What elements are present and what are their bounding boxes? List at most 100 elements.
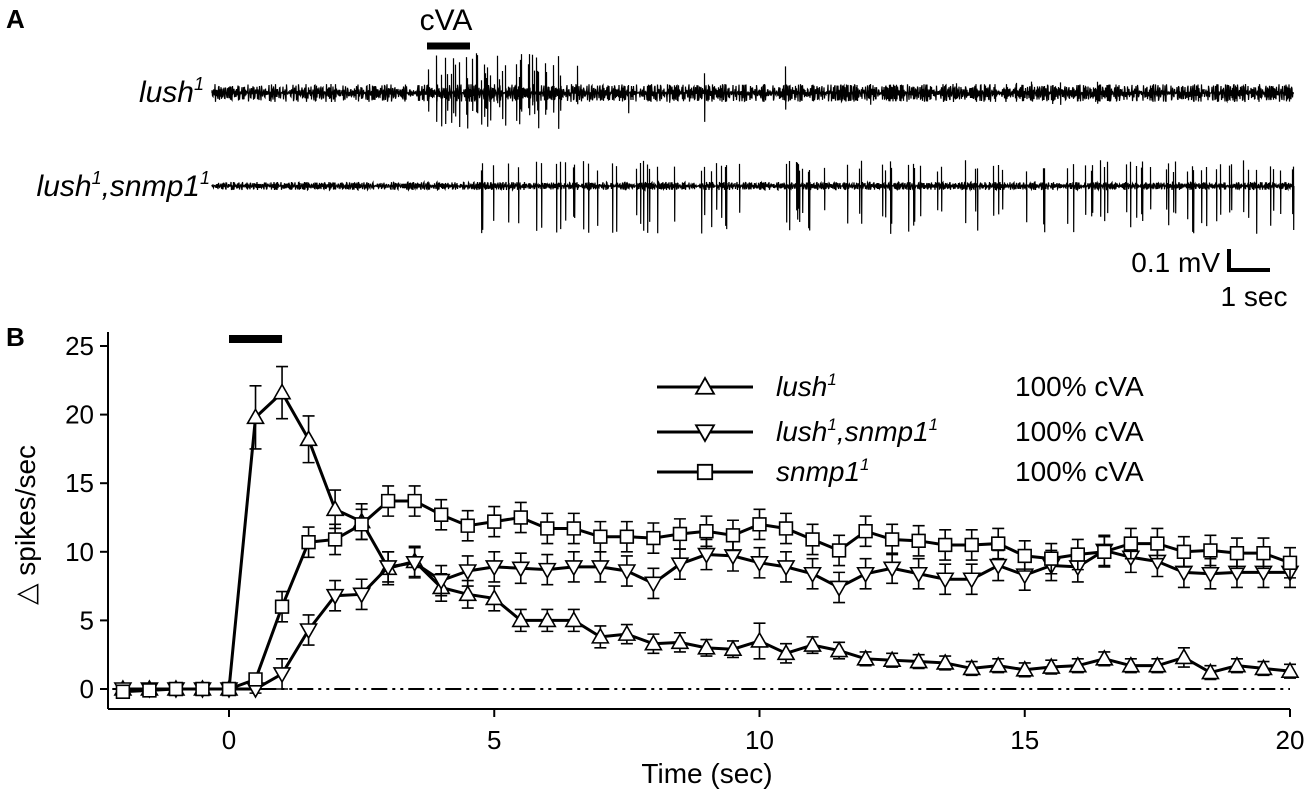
- x-tick-label-0: 0: [222, 725, 236, 755]
- point-s0-15: [511, 610, 531, 628]
- point-s0-14: [484, 588, 504, 606]
- point-s1-10: [378, 560, 398, 577]
- point-s1-20: [644, 576, 663, 593]
- point-s1-12: [431, 573, 451, 591]
- point-s1-15: [511, 561, 531, 578]
- point-s0-27: [829, 640, 849, 658]
- point-s0-33: [988, 656, 1008, 673]
- point-s0-19: [617, 624, 637, 641]
- point-s0-30: [909, 651, 929, 669]
- point-s2-27: [831, 543, 847, 558]
- point-s2-21: [672, 526, 688, 542]
- y-tick-label-25: 25: [65, 331, 94, 361]
- point-s1-21: [670, 557, 690, 574]
- point-s2-20: [646, 530, 661, 546]
- legend-name-lush-snmp1-p0: lush: [776, 416, 827, 447]
- scale-bar-amplitude: 0.1 mV: [1131, 247, 1220, 278]
- legend-condition-snmp1: 100% cVA: [1015, 456, 1144, 487]
- point-s1-18: [590, 560, 610, 577]
- point-s2-29: [884, 532, 900, 547]
- point-s2-37: [1097, 544, 1112, 559]
- point-s2-19: [619, 529, 635, 544]
- point-s0-17: [564, 610, 584, 628]
- panel-a-label: A: [6, 4, 25, 34]
- point-s2-15: [513, 510, 528, 525]
- legend-marker-lush: [694, 376, 716, 395]
- x-tick-label-10: 10: [745, 725, 774, 755]
- legend-name-lush-text: lush: [776, 371, 827, 402]
- point-s1-28: [856, 566, 875, 584]
- legend-name-lush-sup: 1: [827, 370, 836, 389]
- trace-label-lush-snmp1-p1: 1: [92, 168, 102, 188]
- point-s2-28: [858, 524, 873, 539]
- point-s0-37: [1094, 649, 1114, 666]
- point-s1-24: [750, 555, 769, 573]
- point-s1-19: [617, 564, 637, 581]
- point-s1-9: [352, 587, 372, 604]
- ticks: 0 5 10 15 20 0 5 10 15 20 25: [65, 331, 1304, 755]
- legend-name-snmp1: snmp11: [776, 455, 870, 487]
- trace-label-lush-sup: 1: [194, 74, 204, 94]
- legend-item-lush: lush1 100% cVA: [657, 370, 1144, 402]
- point-s2-8: [327, 532, 343, 547]
- point-s0-21: [670, 632, 690, 650]
- point-s1-29: [882, 561, 902, 578]
- point-s2-1: [142, 683, 157, 698]
- point-s1-30: [909, 566, 929, 584]
- legend-marker-lush-snmp1: [694, 424, 716, 443]
- point-s2-10: [380, 493, 396, 509]
- point-s0-13: [458, 584, 478, 602]
- point-s0-18: [590, 627, 610, 644]
- point-s2-14: [487, 514, 502, 529]
- panel-b-label: B: [6, 322, 25, 352]
- point-s2-16: [540, 521, 555, 536]
- trace-label-lush-name: lush: [139, 76, 194, 109]
- point-s1-32: [962, 572, 982, 589]
- point-s0-28: [856, 649, 875, 666]
- series-2: [115, 485, 1298, 699]
- point-s0-20: [644, 634, 663, 651]
- point-s1-14: [484, 560, 504, 577]
- point-s0-5: [246, 407, 265, 425]
- stimulus-label-a: cVA: [420, 4, 473, 37]
- point-s0-23: [723, 639, 743, 657]
- chart: 0 5 10 15 20 0 5 10 15 20 25 Time (sec) △ spikes/s…: [10, 331, 1304, 789]
- point-s0-42: [1227, 656, 1247, 673]
- point-s0-38: [1121, 656, 1141, 673]
- x-tick-label-20: 20: [1276, 725, 1305, 755]
- series-1: [113, 534, 1300, 699]
- point-s1-17: [564, 560, 584, 577]
- point-s1-27: [829, 580, 849, 598]
- point-s2-35: [1044, 551, 1059, 566]
- point-s0-41: [1201, 662, 1220, 680]
- point-s1-22: [697, 547, 716, 565]
- legend-item-snmp1: snmp11 100% cVA: [657, 455, 1144, 487]
- point-s0-39: [1148, 656, 1167, 673]
- point-s2-11: [407, 493, 422, 509]
- point-s2-25: [778, 521, 794, 536]
- legend-item-lush-snmp1: lush1,snmp11 100% cVA: [657, 415, 1144, 447]
- point-s2-42: [1229, 545, 1245, 561]
- trace-label-lush-snmp1-p3: 1: [200, 168, 210, 188]
- point-s2-26: [805, 532, 820, 547]
- legend-name-lush-snmp1-p3: 1: [929, 415, 938, 434]
- legend-name-snmp1-p1: 1: [860, 455, 869, 474]
- scale-bar: 0.1 mV 1 sec: [1131, 247, 1287, 312]
- point-s2-9: [354, 517, 369, 532]
- point-s2-2: [168, 681, 184, 697]
- point-s1-8: [325, 588, 345, 606]
- point-s2-43: [1256, 545, 1271, 561]
- legend-name-lush-snmp1-p2: ,snmp1: [837, 416, 929, 447]
- point-s0-22: [697, 638, 716, 655]
- point-s2-39: [1150, 536, 1165, 551]
- point-s2-32: [964, 537, 979, 553]
- point-s0-7: [299, 429, 318, 447]
- point-s2-3: [195, 681, 210, 697]
- point-s2-34: [1017, 548, 1032, 564]
- trace-label-lush: lush1: [139, 74, 204, 109]
- point-s1-26: [803, 566, 822, 584]
- point-s2-17: [566, 521, 582, 536]
- legend-marker-snmp1: [696, 463, 714, 481]
- point-s2-22: [699, 524, 714, 539]
- point-s0-36: [1068, 656, 1088, 673]
